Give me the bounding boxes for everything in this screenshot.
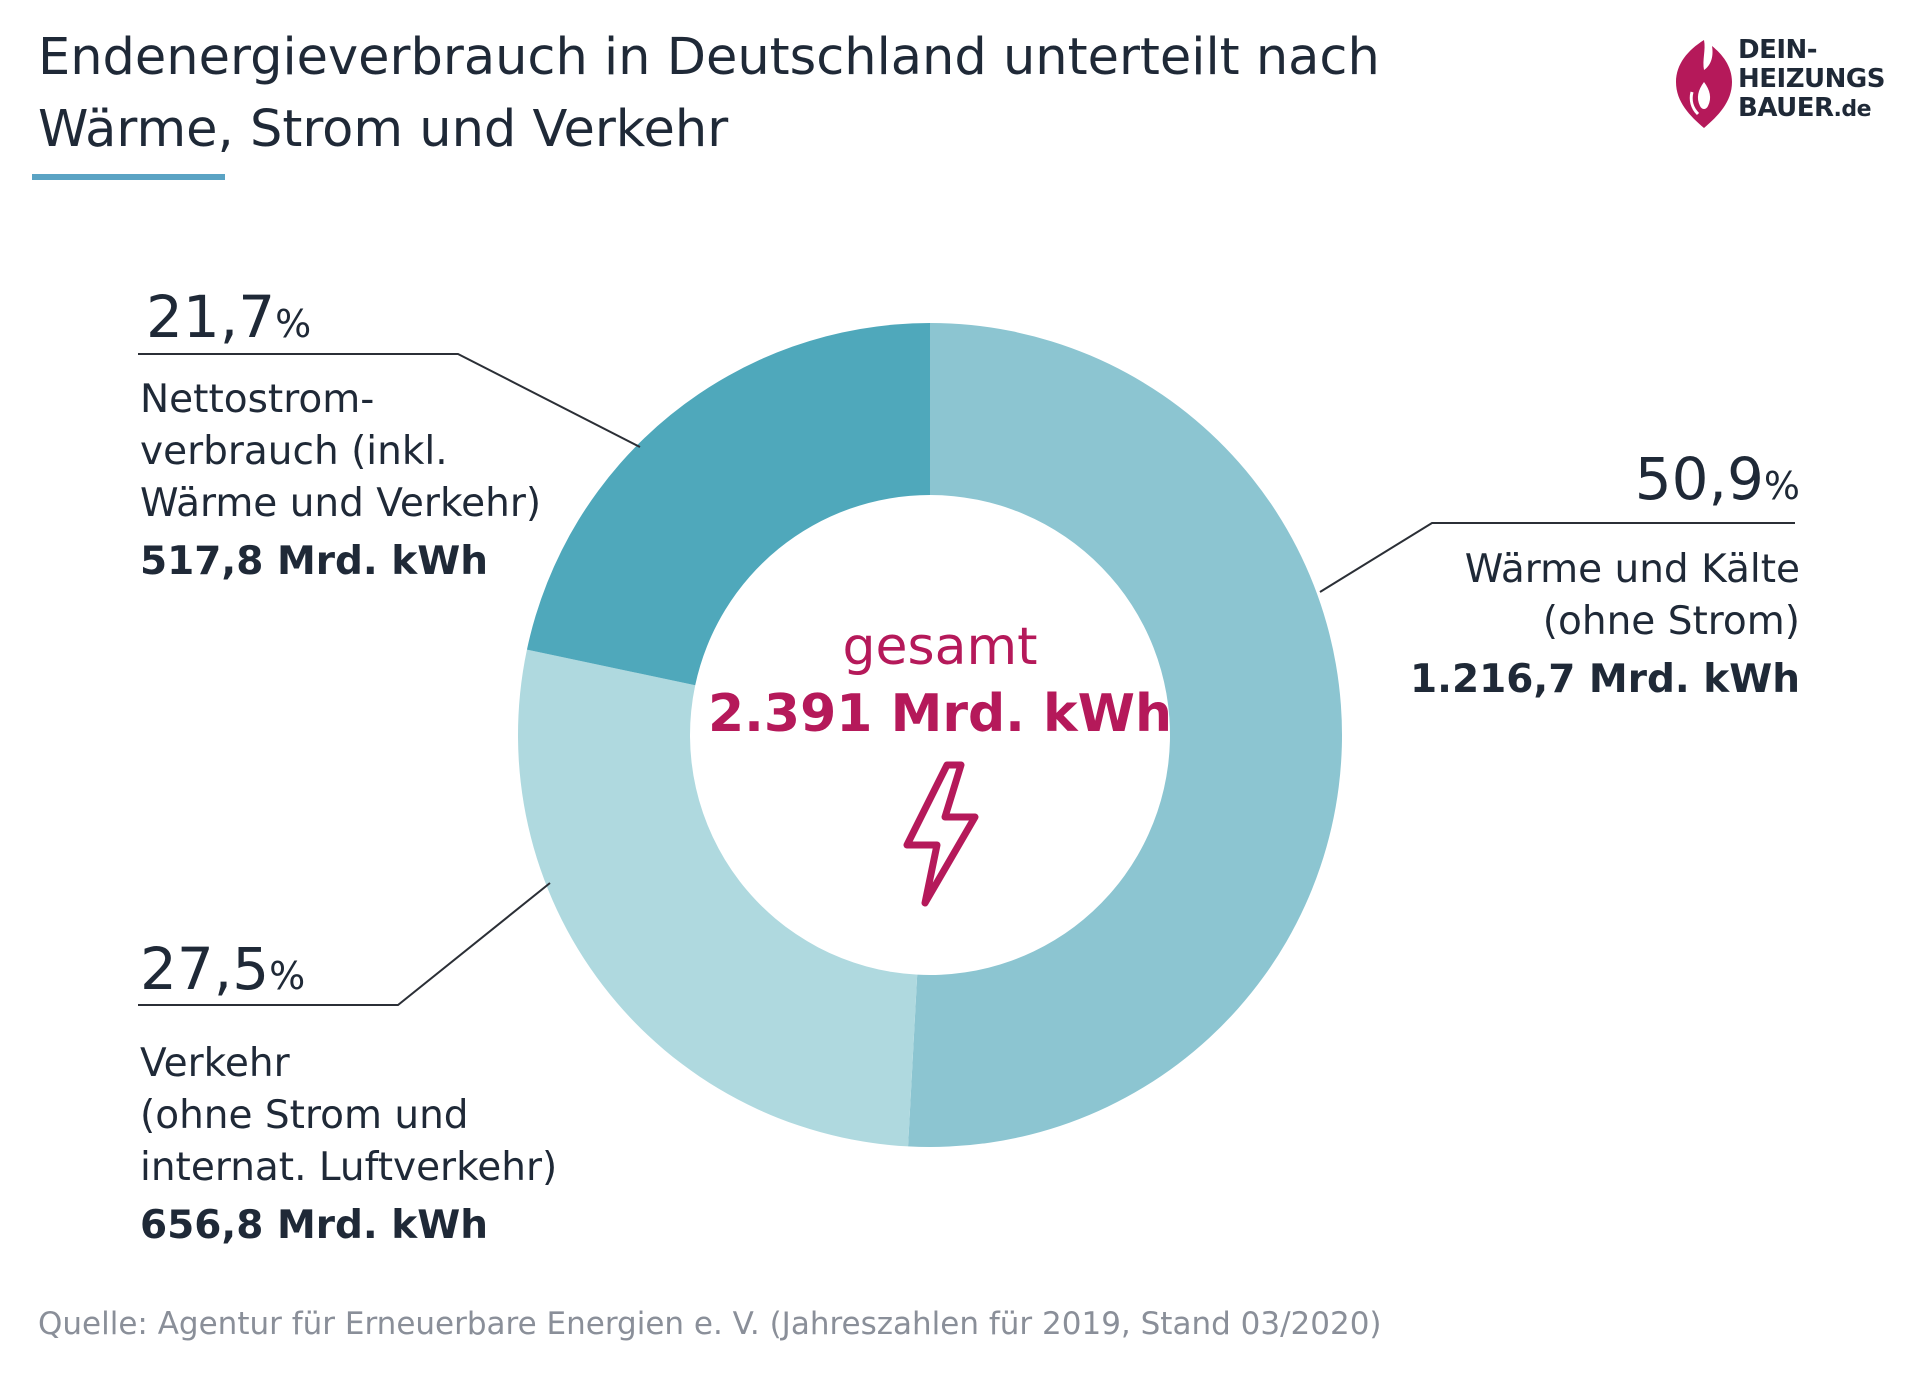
desc-line: internat. Luftverkehr) [140, 1145, 558, 1190]
percent-sign: % [1763, 464, 1800, 508]
desc-line: Nettostrom- [140, 377, 375, 422]
callout-description: Nettostrom- verbrauch (inkl. Wärme und V… [140, 374, 660, 530]
logo-line-3-main: BAUER [1738, 93, 1834, 123]
logo-line-2: HEIZUNGS [1738, 64, 1886, 94]
callout-verkehr: 27,5% Verkehr (ohne Strom und internat. … [140, 940, 660, 1252]
flame-logo-icon [1676, 40, 1732, 128]
desc-line: Wärme und Kälte [1464, 547, 1800, 592]
logo-wordmark: DEIN- HEIZUNGS BAUER.de [1738, 35, 1886, 124]
callout-value: 517,8 Mrd. kWh [140, 539, 489, 584]
percent-sign: % [275, 302, 312, 346]
chart-title-line-1: Endenergieverbrauch in Deutschland unter… [38, 28, 1380, 87]
desc-line: (ohne Strom und [140, 1093, 469, 1138]
callout-waerme: 50,9% Wärme und Kälte (ohne Strom) 1.216… [1360, 450, 1800, 706]
logo-line-3: BAUER.de [1738, 94, 1885, 124]
source-note: Quelle: Agentur für Erneuerbare Energien… [38, 1306, 1382, 1342]
desc-line: Wärme und Verkehr) [140, 481, 542, 526]
percent-value: 21,7 [146, 283, 276, 351]
slice-nettostrom [526, 323, 930, 686]
percent-sign: % [269, 954, 306, 998]
desc-line: Verkehr [140, 1041, 290, 1086]
leader-line-verkehr [138, 882, 551, 1006]
center-caption: gesamt [842, 617, 1038, 677]
chart-title-line-2: Wärme, Strom und Verkehr [38, 100, 729, 159]
slice-waerme [908, 323, 1343, 1148]
callout-description: Wärme und Kälte (ohne Strom) [1360, 544, 1800, 648]
callout-nettostrom: 21,7% Nettostrom- verbrauch (inkl. Wärme… [140, 288, 660, 588]
title-underline [32, 174, 225, 180]
logo-line-3-suffix: .de [1833, 97, 1872, 122]
brand-logo: DEIN- HEIZUNGS BAUER.de [1672, 36, 1892, 136]
callout-percent: 21,7% [146, 288, 660, 346]
percent-value: 50,9 [1634, 445, 1764, 513]
lightning-bolt-icon [903, 761, 979, 907]
donut-center-label: gesamt 2.391 Mrd. kWh [700, 615, 1180, 913]
slice-verkehr [518, 649, 918, 1147]
callout-percent: 50,9% [1360, 450, 1800, 508]
center-total: 2.391 Mrd. kWh [707, 684, 1172, 744]
desc-line: verbrauch (inkl. [140, 429, 448, 474]
callout-percent: 27,5% [140, 940, 660, 998]
callout-value: 1.216,7 Mrd. kWh [1410, 657, 1800, 702]
desc-line: (ohne Strom) [1542, 599, 1800, 644]
leader-line-waerme [1319, 522, 1795, 593]
chart-title: Endenergieverbrauch in Deutschland unter… [38, 22, 1438, 166]
leader-line-nettostrom [138, 353, 641, 448]
callout-description: Verkehr (ohne Strom und internat. Luftve… [140, 1038, 660, 1194]
callout-value: 656,8 Mrd. kWh [140, 1203, 489, 1248]
logo-line-1: DEIN- [1738, 35, 1818, 65]
percent-value: 27,5 [140, 935, 270, 1003]
